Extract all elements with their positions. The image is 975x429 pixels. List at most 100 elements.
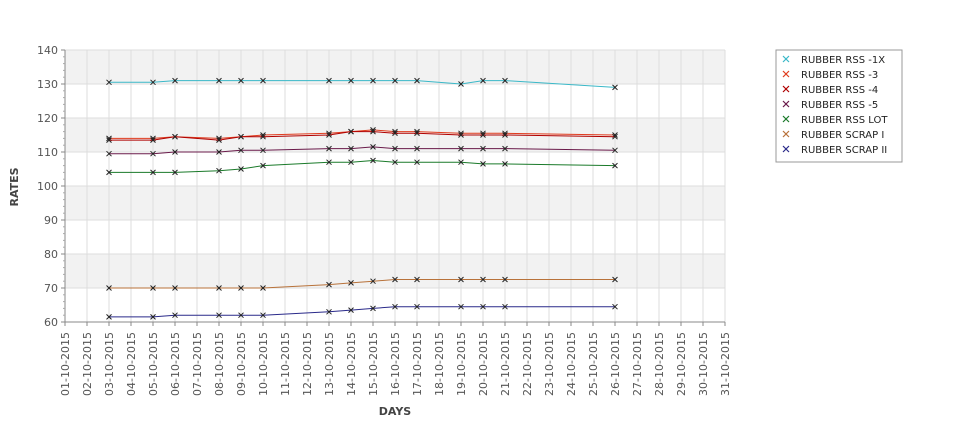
marker-stroke [260,285,266,291]
marker-stroke [480,132,486,138]
data-point-marker [150,285,156,291]
legend-label: RUBBER RSS -5 [801,100,878,111]
data-point-marker [480,132,486,138]
x-axis-ticks: 01-10-2015 02-10-2015 03-10-2015 04-10-2015… [59,322,732,396]
legend-label: RUBBER RSS -4 [801,85,878,96]
marker-stroke [150,285,156,291]
marker-stroke [238,133,244,140]
data-point-marker [348,280,354,286]
data-point-marker [392,159,398,166]
data-point-marker [348,77,354,84]
marker-stroke [458,145,464,152]
marker-stroke [502,276,508,283]
series [106,303,618,320]
data-point-marker [216,137,222,143]
data-point-marker [172,149,178,155]
data-point-marker [414,77,420,84]
x-tick-label: 06-10-2015 [169,332,182,396]
x-tick-label: 07-10-2015 [191,332,204,396]
marker-stroke [458,303,464,310]
x-tick-label: 24-10-2015 [565,332,578,396]
x-tick-label: 03-10-2015 [103,332,116,396]
x-tick-label: 11-10-2015 [279,332,292,396]
marker-stroke [172,149,178,155]
marker-stroke [172,169,178,176]
marker-stroke [480,161,486,167]
data-point-marker [260,147,266,154]
marker-stroke [238,147,244,154]
marker-stroke [370,77,376,84]
data-point-marker [458,276,464,283]
data-point-marker [238,285,244,291]
marker-stroke [216,285,222,291]
x-tick-label: 21-10-2015 [499,332,512,396]
data-point-marker [480,77,486,84]
data-point-marker [150,169,156,176]
data-point-marker [392,276,398,283]
legend-marker [782,145,790,153]
data-point-marker [612,303,618,310]
data-point-marker [150,150,156,157]
marker-stroke [458,159,464,166]
x-tick-label: 14-10-2015 [345,332,358,396]
marker-stroke [414,77,420,84]
data-point-marker [370,144,376,150]
marker-stroke [612,162,618,169]
y-tick-label: 70 [44,282,58,295]
data-point-marker [480,276,486,283]
x-tick-label: 20-10-2015 [477,332,490,396]
x-tick-label: 13-10-2015 [323,332,336,396]
marker-stroke [348,128,354,135]
legend: RUBBER RSS -1X RUBBER RSS -3 RUBBER RSS -4… [775,49,903,163]
data-point-marker [216,167,222,174]
x-tick-label: 12-10-2015 [301,332,314,396]
legend-label: RUBBER RSS -3 [801,70,878,81]
data-point-marker [260,312,266,319]
marker-stroke [326,145,332,152]
data-point-marker [392,145,398,152]
data-point-marker [326,159,332,166]
marker-stroke [414,303,420,310]
marker-stroke [326,77,332,84]
y-axis-ticks: 60 70 80 90 100 110 120 130 140 [37,44,65,329]
x-tick-label: 18-10-2015 [433,332,446,396]
data-point-marker [326,281,332,288]
data-point-marker [260,162,266,169]
data-point-marker [414,276,420,283]
marker-stroke [106,137,112,143]
data-point-marker [150,314,156,320]
data-point-marker [502,276,508,283]
data-point-marker [106,314,112,320]
marker-stroke [480,145,486,152]
x-tick-label: 25-10-2015 [587,332,600,396]
marker-stroke [216,312,222,319]
x-tick-label: 10-10-2015 [257,332,270,396]
marker-stroke [238,166,244,172]
data-point-marker [370,77,376,84]
data-point-marker [458,145,464,152]
x-tick-label: 09-10-2015 [235,332,248,396]
marker-stroke [502,161,508,167]
marker-stroke [612,303,618,310]
data-point-marker [612,147,618,154]
marker-stroke [238,77,244,84]
marker-stroke [612,147,618,154]
data-point-marker [326,145,332,152]
data-point-marker [458,132,464,138]
marker-stroke [392,303,398,310]
x-tick-label: 01-10-2015 [59,332,72,396]
data-point-marker [392,130,398,137]
data-point-marker [106,285,112,291]
marker-stroke [392,77,398,84]
legend-marker [782,55,790,63]
marker-stroke [392,159,398,166]
marker-stroke [458,276,464,283]
marker-stroke [480,77,486,84]
marker-stroke [612,133,618,140]
data-point-marker [260,133,266,140]
marker-stroke [106,135,112,142]
data-point-marker [502,132,508,138]
series [106,128,618,143]
data-point-marker [612,84,618,91]
y-tick-label: 130 [37,78,58,91]
